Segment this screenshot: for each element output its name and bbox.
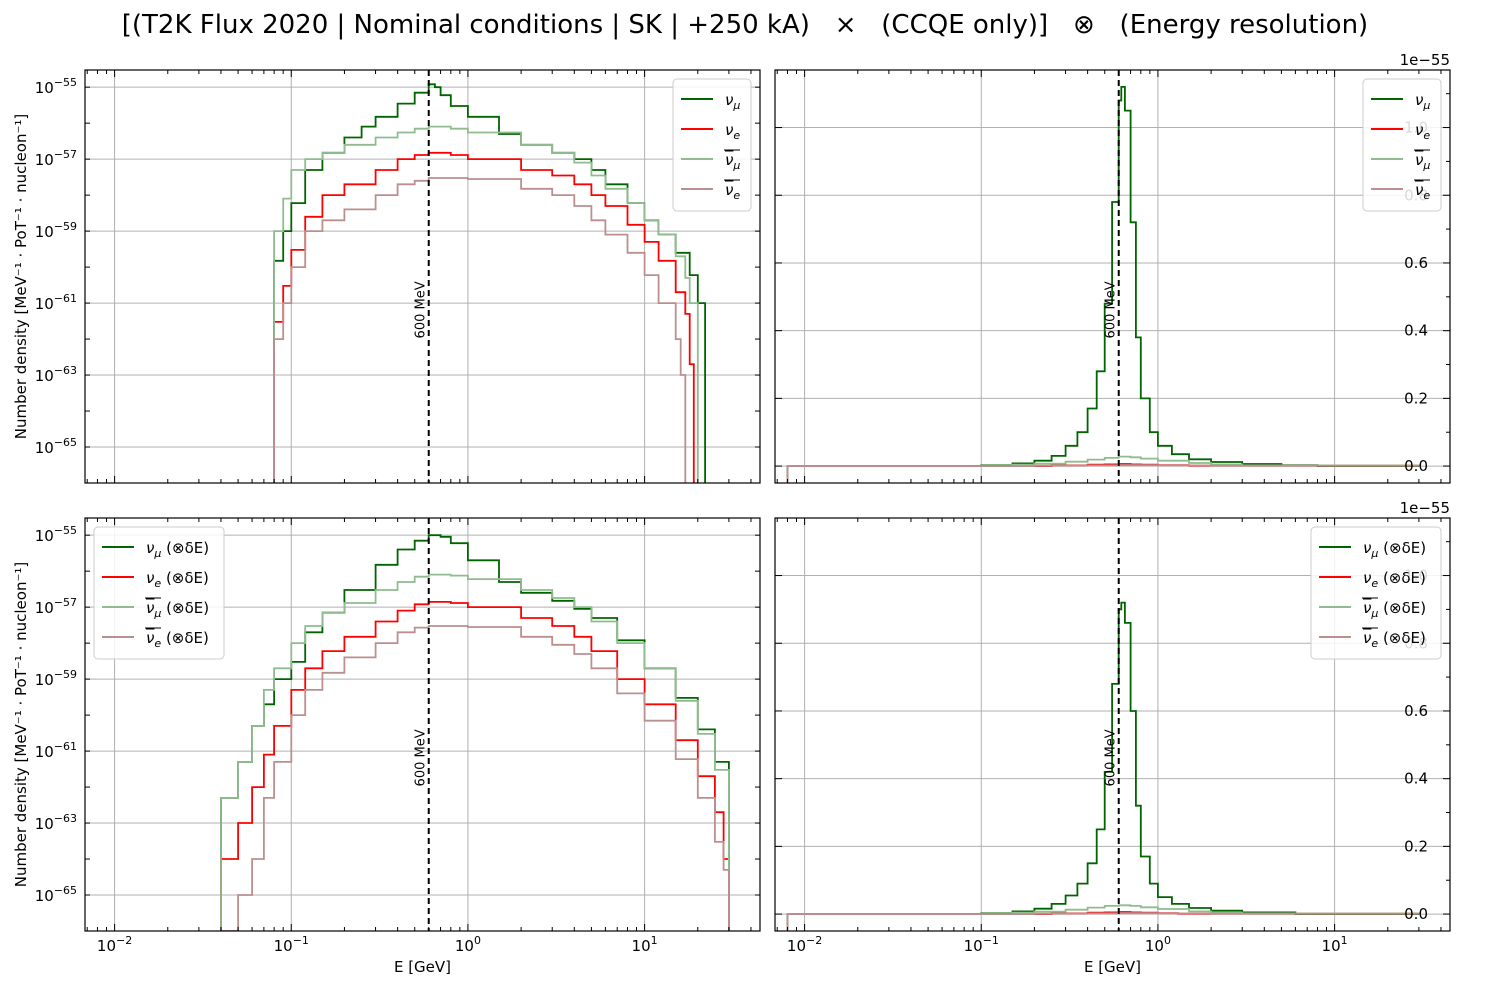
legend-label-nuebar: νe (⊗δE) — [1363, 629, 1426, 650]
y-axis-label: Number density [MeV⁻¹ · PoT⁻¹ · nucleon⁻… — [12, 114, 30, 440]
legend-label-nuebar: νe — [725, 181, 740, 202]
legend-label-nue: νe (⊗δE) — [1363, 569, 1426, 590]
series-line-numubar — [786, 455, 1420, 483]
x-tick-label: 10−2 — [787, 934, 822, 955]
axes-frame — [84, 69, 761, 484]
legend: νμ (⊗δE) νe (⊗δE) νμ (⊗δE) νe (⊗δE) — [1310, 526, 1442, 660]
y-tick-label: 0.6 — [1404, 254, 1428, 272]
y-tick-label: 0.6 — [1404, 702, 1428, 720]
series-line-numubar — [220, 573, 730, 931]
figure-title: [(T2K Flux 2020 | Nominal conditions | S… — [122, 10, 1368, 40]
legend-box — [1362, 78, 1442, 212]
legend-label-numubar: νμ — [1415, 151, 1430, 172]
legend-label-numu: νμ — [725, 91, 740, 112]
y-tick-label: 10−55 — [35, 524, 77, 545]
series-group — [273, 83, 706, 483]
x-tick-label: 101 — [632, 934, 658, 955]
axes-frame — [774, 517, 1451, 932]
series-line-numu — [786, 601, 1419, 931]
panel-top-left: 600 MeV 10−55 10−57 10−59 10−61 10−63 10−65 Num… — [12, 69, 761, 484]
series-line-nuebar — [220, 625, 730, 931]
y-tick-label: 10−57 — [35, 148, 77, 169]
x-tick-label: 101 — [1322, 934, 1348, 955]
legend-label-numu: νμ (⊗δE) — [146, 539, 209, 560]
series-line-nuebar — [273, 177, 687, 483]
y-tick-label: 0.0 — [1404, 905, 1428, 923]
legend-label-numu: νμ (⊗δE) — [1363, 539, 1426, 560]
series-line-numubar — [786, 904, 1420, 931]
y-tick-label: 0.4 — [1404, 322, 1428, 340]
series-group — [786, 86, 1420, 483]
series-line-nue — [273, 151, 695, 483]
x-axis-label: E [GeV] — [1084, 958, 1141, 976]
y-tick-label: 10−61 — [35, 292, 77, 313]
vline-label: 600 MeV — [1104, 281, 1119, 338]
vline-label: 600 MeV — [1104, 729, 1119, 786]
y-tick-label: 10−59 — [35, 220, 77, 241]
legend-label-numubar: νμ (⊗δE) — [1363, 599, 1426, 620]
y-tick-label: 0.4 — [1404, 770, 1428, 788]
vline-label: 600 MeV — [414, 729, 429, 786]
y-tick-label: 10−57 — [35, 596, 77, 617]
y-tick-label: 0.2 — [1404, 389, 1428, 407]
axes-frame — [84, 517, 761, 932]
x-tick-label: 10−1 — [274, 934, 309, 955]
legend-label-nuebar: νe — [1415, 181, 1430, 202]
legend-box — [1310, 526, 1442, 660]
vline-label: 600 MeV — [414, 281, 429, 338]
y-tick-label: 10−61 — [35, 740, 77, 761]
legend: νμ (⊗δE) νe (⊗δE) νμ (⊗δE) νe (⊗δE) — [93, 526, 225, 660]
x-tick-label: 100 — [1145, 934, 1171, 955]
y-tick-label: 0.2 — [1404, 837, 1428, 855]
series-line-numu — [786, 86, 1419, 483]
y-scale-label: 1e−55 — [1400, 51, 1450, 69]
x-axis-label: E [GeV] — [394, 958, 451, 976]
y-tick-label: 10−63 — [35, 812, 77, 833]
series-line-nue — [220, 601, 730, 931]
x-tick-label: 10−1 — [964, 934, 999, 955]
y-tick-label: 10−63 — [35, 364, 77, 385]
x-tick-label: 10−2 — [97, 934, 132, 955]
y-scale-label: 1e−55 — [1400, 499, 1450, 517]
y-axis-label: Number density [MeV⁻¹ · PoT⁻¹ · nucleon⁻… — [12, 562, 30, 888]
series-line-numubar — [273, 125, 699, 483]
legend-label-nuebar: νe (⊗δE) — [146, 629, 209, 650]
y-tick-label: 10−55 — [35, 76, 77, 97]
x-tick-label: 100 — [455, 934, 481, 955]
y-tick-label: 10−65 — [35, 884, 77, 905]
legend-label-numubar: νμ (⊗δE) — [146, 599, 209, 620]
legend-label-numubar: νμ — [725, 151, 740, 172]
legend: νμ νe νμ νe — [1362, 78, 1442, 212]
legend-label-numu: νμ — [1415, 91, 1430, 112]
y-tick-label: 10−65 — [35, 436, 77, 457]
panel-bottom-left: 600 MeV 10−2 10−1 100 101 10−55 10−57 10−59 10−6… — [12, 517, 761, 976]
legend-label-nue: νe (⊗δE) — [146, 569, 209, 590]
legend: νμ νe νμ νe — [672, 78, 752, 212]
legend-label-nue: νe — [725, 121, 740, 142]
series-group — [786, 601, 1420, 931]
series-group — [220, 534, 730, 931]
y-tick-label: 10−59 — [35, 668, 77, 689]
panel-bottom-right: 600 MeV10−210−11001010.00.20.40.60.81.01… — [774, 499, 1451, 976]
y-tick-label: 0.0 — [1404, 457, 1428, 475]
legend-box — [672, 78, 752, 212]
legend-box — [93, 526, 225, 660]
legend-label-nue: νe — [1415, 121, 1430, 142]
axes-frame — [774, 69, 1451, 484]
